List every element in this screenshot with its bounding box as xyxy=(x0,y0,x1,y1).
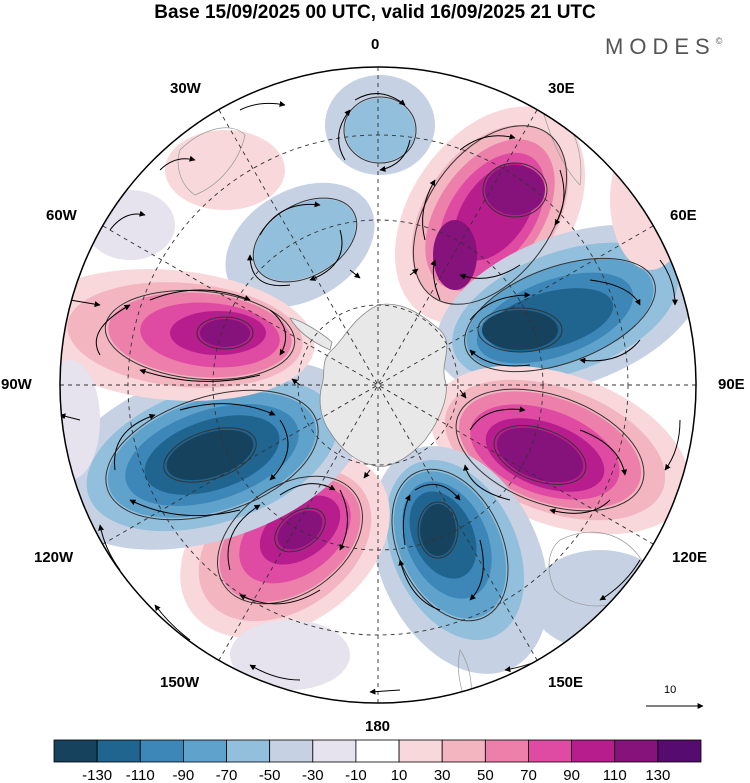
logo-copyright-mark: © xyxy=(715,36,723,46)
colorbar-swatch xyxy=(139,739,184,763)
colorbar-swatch xyxy=(355,739,400,763)
anomaly-neg-0 xyxy=(325,75,435,175)
colorbar-swatch xyxy=(269,739,314,763)
anomaly-neg-110w xyxy=(60,360,365,550)
contour-lines xyxy=(104,96,656,622)
anomaly-neg-70e xyxy=(435,224,696,396)
colorbar-tick-label: -50 xyxy=(259,767,281,783)
colorbar-swatch xyxy=(441,739,486,763)
colorbar-swatch xyxy=(657,739,702,763)
colorbar-tick-label: 50 xyxy=(477,767,494,783)
colorbar-swatch xyxy=(398,739,443,763)
lon-label-120e: 120E xyxy=(672,549,708,566)
lon-label-90w: 90W xyxy=(1,376,32,393)
chart-title: Base 15/09/2025 00 UTC, valid 16/09/2025… xyxy=(154,2,596,23)
colorbar-labels: -130 -110 -90 -70 -50 -30 -10 10 30 50 70 90 110 130 xyxy=(82,767,670,783)
lon-label-150w: 150W xyxy=(160,674,200,691)
anomaly-pos-30w xyxy=(165,130,285,210)
colorbar-swatch xyxy=(96,739,141,763)
lon-label-90e: 90E xyxy=(718,376,745,393)
lon-label-180: 180 xyxy=(365,718,391,735)
colorbar-swatch xyxy=(53,739,98,763)
land-outline-south-america xyxy=(177,127,246,196)
colorbar-tick-label: -30 xyxy=(302,767,324,783)
anomaly-neg-60w xyxy=(85,190,175,260)
colorbar-swatch xyxy=(528,739,573,763)
lon-label-30w: 30W xyxy=(170,80,201,97)
anomaly-neg-45w xyxy=(225,182,375,308)
colorbar-tick-label: 130 xyxy=(645,767,670,783)
lon-label-120w: 120W xyxy=(34,549,74,566)
lon-label-60e: 60E xyxy=(670,207,697,224)
colorbar-swatch xyxy=(614,739,659,763)
lon-label-150e: 150E xyxy=(548,674,584,691)
colorbar-tick-label: 90 xyxy=(563,767,580,783)
lon-label-30e: 30E xyxy=(548,80,575,97)
colorbar-swatch xyxy=(571,739,616,763)
colorbar-swatch xyxy=(182,739,227,763)
colorbar-swatch xyxy=(312,739,357,763)
colorbar-tick-label: -110 xyxy=(126,767,155,783)
map-border xyxy=(59,66,697,704)
anomaly-rim-ne xyxy=(610,130,690,270)
colorbar-tick-label: 110 xyxy=(603,767,627,783)
graticule xyxy=(60,67,696,703)
colorbar-tick-label: 70 xyxy=(520,767,537,783)
lon-label-0: 0 xyxy=(371,36,380,53)
modes-logo: MODES© xyxy=(605,34,722,60)
colorbar-tick-label: 10 xyxy=(391,767,408,783)
colorbar-tick-label: -130 xyxy=(82,767,112,783)
anomaly-rim-w xyxy=(60,360,100,480)
anomaly-neg-170w xyxy=(230,620,350,690)
colorbar xyxy=(53,739,702,763)
land-outline-new-zealand xyxy=(458,649,472,703)
logo-text: MODES xyxy=(605,34,716,59)
colorbar-swatch xyxy=(484,739,529,763)
colorbar-tick-label: -70 xyxy=(216,767,238,783)
wind-vectors xyxy=(60,93,681,695)
lon-label-60w: 60W xyxy=(46,207,77,224)
colorbar-tick-label: -10 xyxy=(345,767,367,783)
vector-reference-label: 10 xyxy=(664,684,677,696)
colorbar-tick-label: 30 xyxy=(434,767,451,783)
colorbar-tick-label: -90 xyxy=(173,767,195,783)
colorbar-swatch xyxy=(226,739,271,763)
